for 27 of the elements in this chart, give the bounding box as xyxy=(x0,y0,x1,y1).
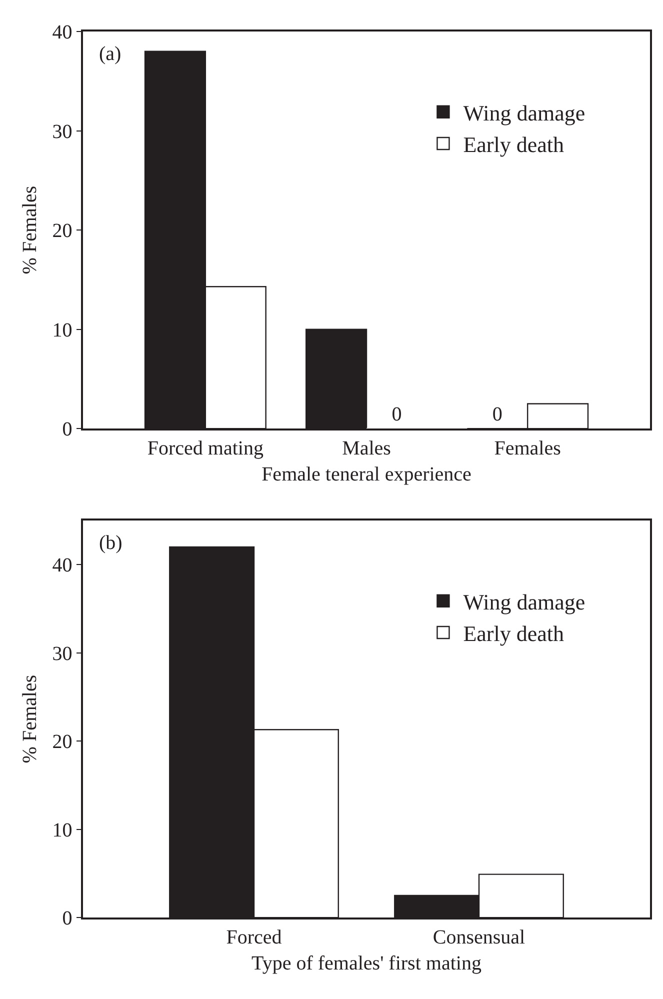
y-tick-label: 0 xyxy=(62,908,72,930)
legend-label: Wing damage xyxy=(463,589,586,614)
legend-label: Wing damage xyxy=(463,100,586,126)
y-tick-label: 20 xyxy=(52,731,72,754)
y-axis-title: % Females xyxy=(19,674,42,764)
y-tick-label: 10 xyxy=(52,319,72,342)
x-tick-label: Forced mating xyxy=(147,437,264,460)
data-label: 0 xyxy=(392,404,402,426)
x-tick-label: Forced xyxy=(226,926,282,948)
y-tick-label: 40 xyxy=(52,554,72,577)
y-tick-label: 40 xyxy=(52,22,72,44)
legend-label: Early death xyxy=(463,132,564,158)
x-tick-label: Females xyxy=(494,437,562,460)
x-axis-title: Type of females' first mating xyxy=(252,952,482,974)
text: (a) xyxy=(99,43,122,65)
legend-label: Early death xyxy=(463,621,564,646)
y-axis-title: % Females xyxy=(19,186,42,274)
y-tick-label: 0 xyxy=(62,418,72,441)
y-tick-label: 10 xyxy=(52,819,72,842)
text: (b) xyxy=(99,532,122,554)
y-tick-label: 30 xyxy=(52,642,72,665)
x-axis-title: Female teneral experience xyxy=(262,463,472,486)
data-label: 0 xyxy=(492,404,502,426)
x-tick-label: Consensual xyxy=(432,926,526,948)
x-tick-label: Males xyxy=(342,437,392,460)
y-tick-label: 20 xyxy=(52,220,72,242)
y-tick-label: 30 xyxy=(52,120,72,143)
